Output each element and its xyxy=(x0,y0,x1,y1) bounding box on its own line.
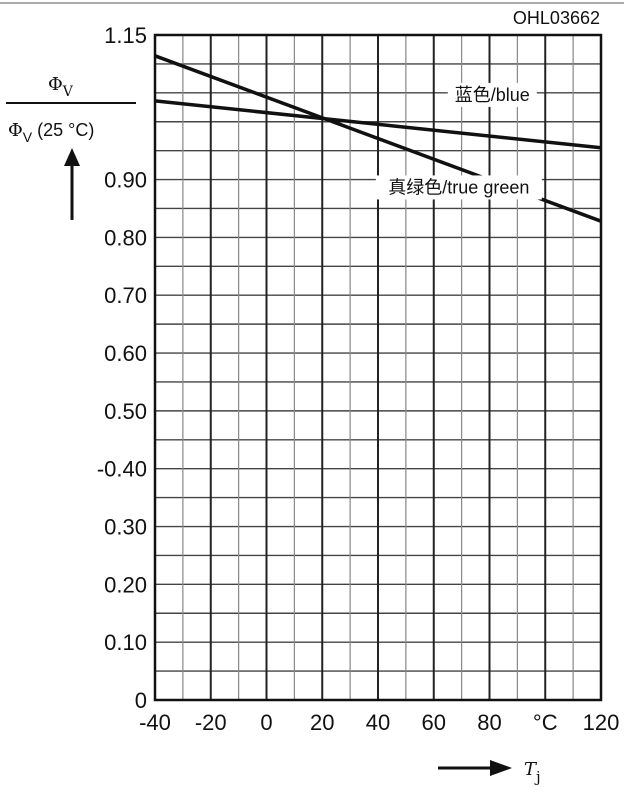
y-tick-label: -0.40 xyxy=(97,457,147,482)
series-label-bg xyxy=(375,175,542,200)
x-tick-label: -40 xyxy=(139,710,171,735)
x-tick-label: 40 xyxy=(366,710,390,735)
x-tick-label: 0 xyxy=(260,710,272,735)
x-tick-label: 80 xyxy=(477,710,501,735)
y-tick-label: 0.30 xyxy=(104,515,147,540)
y-tick-label: 0.80 xyxy=(104,225,147,250)
y-tick-label: 0.60 xyxy=(104,341,147,366)
grid xyxy=(153,33,603,702)
plot-frame xyxy=(153,33,603,702)
x-tick-label: 120 xyxy=(583,710,620,735)
series-label-1: 真绿色/true green xyxy=(388,177,529,197)
y-tick-label: 0.50 xyxy=(104,399,147,424)
right-arrow-icon xyxy=(438,760,512,776)
up-arrow-icon xyxy=(64,148,80,220)
y-axis-ticks: 0 0.10 0.20 0.30 -0.40 0.50 0.60 0.70 0.80 0.90 1.… xyxy=(97,23,147,713)
y-tick-label: 1.15 xyxy=(104,23,147,48)
series-label-bg xyxy=(447,82,537,107)
x-tick-label: 60 xyxy=(422,710,446,735)
y-tick-label: 0.10 xyxy=(104,630,147,655)
y-tick-label: 0 xyxy=(135,688,147,713)
series-labels: 蓝色/blue 真绿色/true green xyxy=(375,82,542,200)
x-axis-ticks: -40 -20 0 20 40 60 80 °C 120 xyxy=(139,710,619,735)
y-tick-label: 0.70 xyxy=(104,283,147,308)
x-tick-label: 20 xyxy=(310,710,334,735)
x-tick-label: °C xyxy=(533,710,558,735)
y-tick-label: 0.90 xyxy=(104,168,147,193)
series-line-0 xyxy=(154,99,602,150)
figure-id: OHL03662 xyxy=(513,8,600,28)
y-tick-label: 0.20 xyxy=(104,572,147,597)
x-axis-label: Tj xyxy=(438,759,541,786)
x-label-text: Tj xyxy=(524,759,541,786)
x-tick-label: -20 xyxy=(195,710,227,735)
y-label-numerator: ΦV xyxy=(48,74,74,100)
y-label-denominator: ΦV (25 °C) xyxy=(8,120,94,145)
series-label-0: 蓝色/blue xyxy=(455,85,530,105)
y-axis-label: ΦV ΦV (25 °C) xyxy=(6,74,136,220)
